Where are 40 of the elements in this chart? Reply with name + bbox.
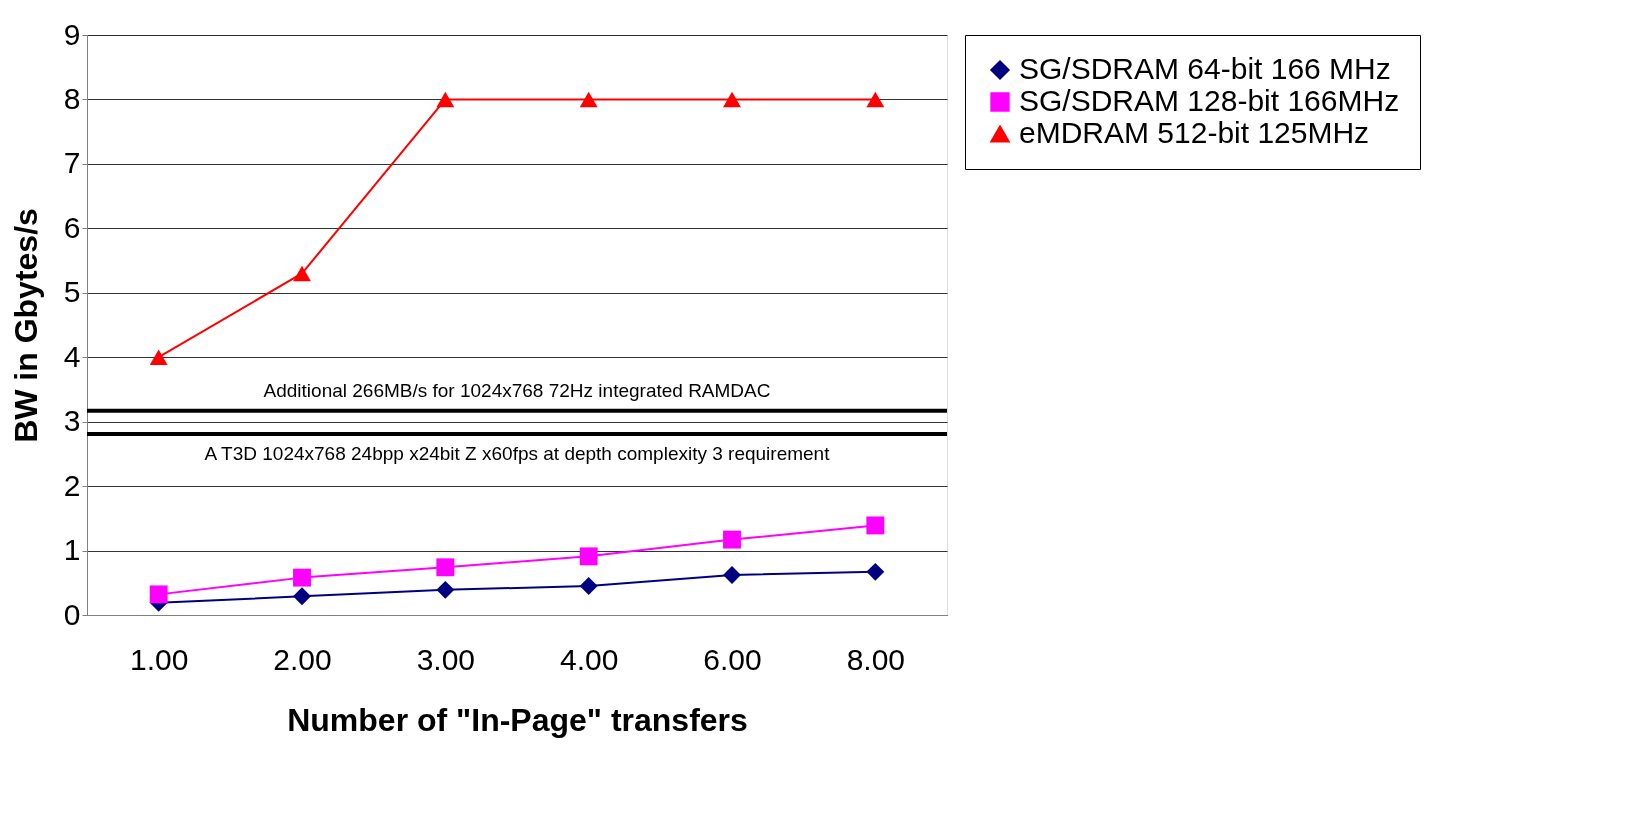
y-tick-label: 5 (63, 275, 81, 309)
legend-label: SG/SDRAM 128-bit 166MHz (1019, 84, 1400, 117)
point (723, 566, 741, 584)
x-tick-label: 3.00 (416, 642, 476, 676)
point (579, 547, 598, 566)
point (436, 91, 455, 108)
y-tick-label: 1 (63, 533, 81, 567)
x-tick-label: 8.00 (846, 642, 906, 676)
y-tick-label: 4 (63, 339, 81, 373)
point (293, 568, 311, 587)
y-tick-label: 3 (63, 404, 81, 438)
point (293, 587, 311, 606)
y-tick-label: 9 (63, 17, 81, 51)
point (436, 558, 455, 577)
legend-label: SG/SDRAM 64-bit 166 MHz (1019, 52, 1391, 85)
x-tick-label: 1.00 (129, 642, 189, 676)
x-tick-label: 4.00 (559, 642, 619, 676)
point (579, 91, 598, 108)
point (149, 349, 168, 365)
y-tick-label: 2 (63, 468, 81, 502)
x-axis-title: Number of "In-Page" transfers (287, 701, 748, 738)
y-tick-label: 7 (63, 146, 81, 180)
point (723, 91, 741, 108)
point (293, 265, 311, 282)
ref-line-label: A T3D 1024x768 24bpp x24bit Z x60fps at depth complexity 3 requirement (204, 442, 831, 464)
point (866, 516, 885, 535)
legend-label: eMDRAM 512-bit 125MHz (1019, 116, 1370, 149)
y-tick-label: 0 (63, 597, 81, 631)
y-tick-label: 6 (63, 210, 81, 244)
y-axis-title: BW in Gbytes/s (7, 208, 44, 443)
ref-line-label: Additional 266MB/s for 1024x768 72Hz integrated RAMDAC (263, 379, 771, 401)
y-tick-label: 8 (63, 81, 81, 115)
point (579, 577, 598, 595)
point (866, 562, 885, 581)
point (723, 530, 741, 549)
x-tick-label: 6.00 (703, 642, 762, 676)
point (149, 585, 168, 604)
x-tick-label: 2.00 (273, 642, 332, 676)
point (436, 580, 455, 599)
point (866, 91, 885, 108)
